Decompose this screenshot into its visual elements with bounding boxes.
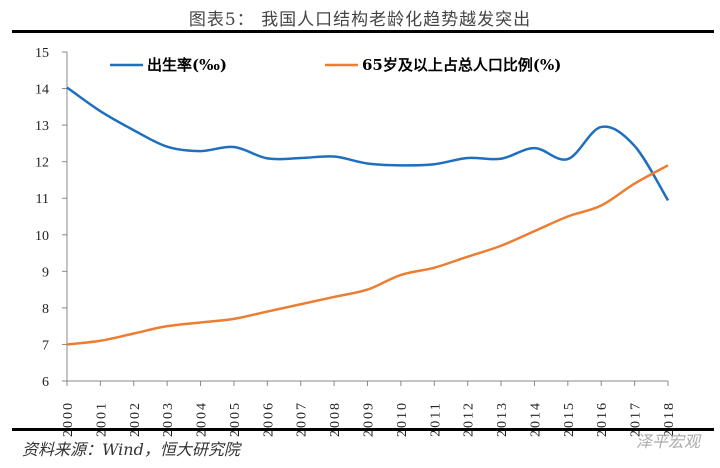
x-tick-label: 2016 xyxy=(595,401,610,437)
x-tick-label: 2003 xyxy=(161,401,176,437)
y-tick-label: 10 xyxy=(35,229,49,244)
chart-title: 图表5： 我国人口结构老龄化趋势越发突出 xyxy=(188,10,532,30)
top-rule xyxy=(12,30,714,33)
bottom-rule xyxy=(12,428,714,431)
x-tick-label: 2011 xyxy=(428,401,443,436)
y-tick-label: 11 xyxy=(36,192,49,207)
x-tick-label: 2007 xyxy=(295,401,310,437)
watermark: 泽平宏观 xyxy=(635,432,700,451)
series-line-0 xyxy=(66,86,670,202)
series-line-1 xyxy=(66,164,669,346)
y-tick-label: 15 xyxy=(35,46,49,61)
x-tick-label: 2009 xyxy=(362,401,377,437)
y-tick-label: 12 xyxy=(35,156,49,171)
x-tick-label: 2006 xyxy=(261,401,276,437)
x-tick-label: 2013 xyxy=(495,401,510,437)
x-tick-label: 2000 xyxy=(61,401,76,437)
x-tick-label: 2004 xyxy=(195,401,210,437)
legend-label-0: 出生率(‰) xyxy=(147,56,227,74)
y-tick-label: 14 xyxy=(35,83,49,98)
y-tick-label: 9 xyxy=(42,265,49,280)
x-tick-label: 2010 xyxy=(395,401,410,437)
y-tick-label: 7 xyxy=(42,338,49,353)
x-tick-label: 2015 xyxy=(562,401,577,437)
x-tick-label: 2008 xyxy=(328,401,343,437)
y-tick-label: 13 xyxy=(35,119,49,134)
source-note: 资料来源：Wind，恒大研究院 xyxy=(22,440,240,459)
x-tick-label: 2014 xyxy=(528,401,543,437)
y-tick-label: 8 xyxy=(42,302,49,317)
x-tick-label: 2002 xyxy=(128,401,143,437)
x-tick-label: 2005 xyxy=(228,401,243,437)
y-tick-label: 6 xyxy=(42,375,49,390)
x-tick-label: 2012 xyxy=(462,401,477,437)
x-tick-label: 2001 xyxy=(94,401,109,437)
legend-label-1: 65岁及以上占总人口比例(%) xyxy=(362,56,561,74)
